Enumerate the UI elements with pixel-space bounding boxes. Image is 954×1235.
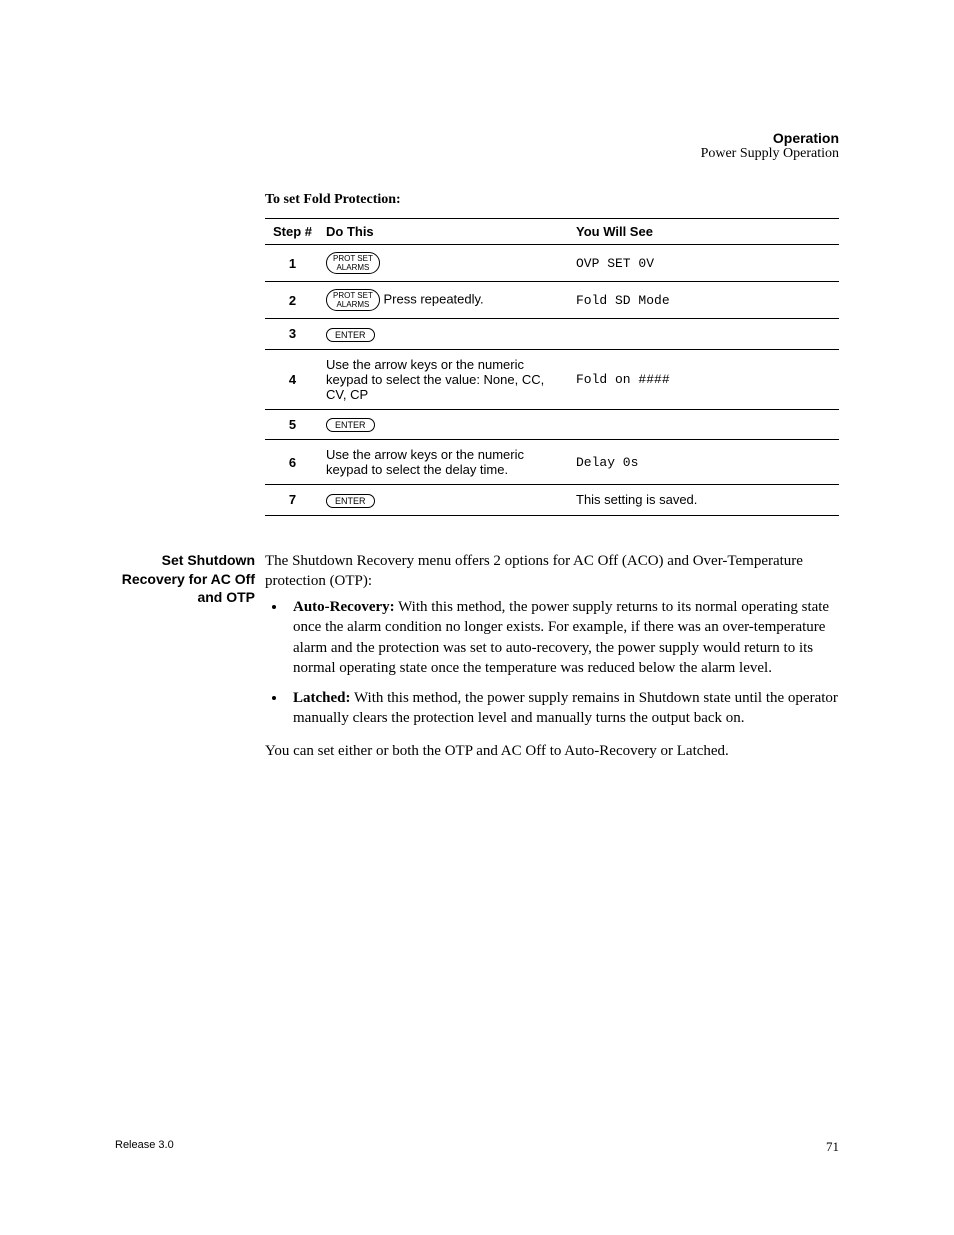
see-cell [570, 319, 839, 350]
bullet-list: Auto-Recovery: With this method, the pow… [287, 597, 839, 729]
bullet-label: Auto-Recovery: [293, 599, 395, 615]
table-row: 5 ENTER [265, 409, 839, 440]
table-row: 1 PROT SETALARMS OVP SET 0V [265, 245, 839, 282]
enter-key-icon: ENTER [326, 418, 375, 432]
step-number: 2 [265, 282, 320, 319]
see-cell: Delay 0s [570, 440, 839, 485]
col-see: You Will See [570, 219, 839, 245]
see-cell: Fold on #### [570, 349, 839, 409]
protset-key-icon: PROT SETALARMS [326, 289, 380, 311]
table-row: 4Use the arrow keys or the numeric keypa… [265, 349, 839, 409]
do-cell: PROT SETALARMS [320, 245, 570, 282]
step-number: 7 [265, 485, 320, 516]
chapter-title: Operation [115, 130, 839, 146]
step-number: 1 [265, 245, 320, 282]
bullet-label: Latched: [293, 690, 351, 706]
table-row: 3 ENTER [265, 319, 839, 350]
step-number: 4 [265, 349, 320, 409]
see-cell [570, 409, 839, 440]
page-footer: Release 3.0 71 [115, 1139, 839, 1155]
intro-paragraph: The Shutdown Recovery menu offers 2 opti… [265, 551, 839, 592]
col-do: Do This [320, 219, 570, 245]
list-item: Auto-Recovery: With this method, the pow… [287, 597, 839, 678]
table-row: 7 ENTER This setting is saved. [265, 485, 839, 516]
see-cell: This setting is saved. [570, 485, 839, 516]
closing-paragraph: You can set either or both the OTP and A… [265, 741, 839, 761]
section-title: Power Supply Operation [115, 146, 839, 162]
do-cell: ENTER [320, 409, 570, 440]
release-label: Release 3.0 [115, 1139, 174, 1155]
col-step: Step # [265, 219, 320, 245]
step-number: 3 [265, 319, 320, 350]
step-number: 5 [265, 409, 320, 440]
body-text: The Shutdown Recovery menu offers 2 opti… [265, 551, 839, 761]
see-cell: OVP SET 0V [570, 245, 839, 282]
do-cell: ENTER [320, 319, 570, 350]
enter-key-icon: ENTER [326, 494, 375, 508]
enter-key-icon: ENTER [326, 328, 375, 342]
do-cell: ENTER [320, 485, 570, 516]
do-cell: Use the arrow keys or the numeric keypad… [320, 349, 570, 409]
page-number: 71 [826, 1139, 839, 1155]
protset-key-icon: PROT SETALARMS [326, 252, 380, 274]
do-cell: Use the arrow keys or the numeric keypad… [320, 440, 570, 485]
do-cell: PROT SETALARMS Press repeatedly. [320, 282, 570, 319]
table-row: 6Use the arrow keys or the numeric keypa… [265, 440, 839, 485]
list-item: Latched: With this method, the power sup… [287, 688, 839, 729]
running-header: Operation Power Supply Operation [115, 130, 839, 162]
procedure-table: Step # Do This You Will See 1PROT SETALA… [265, 218, 839, 516]
procedure-heading: To set Fold Protection: [265, 192, 839, 208]
see-cell: Fold SD Mode [570, 282, 839, 319]
step-number: 6 [265, 440, 320, 485]
margin-heading: Set Shutdown Recovery for AC Off and OTP [110, 551, 255, 608]
table-row: 2PROT SETALARMS Press repeatedly.Fold SD… [265, 282, 839, 319]
